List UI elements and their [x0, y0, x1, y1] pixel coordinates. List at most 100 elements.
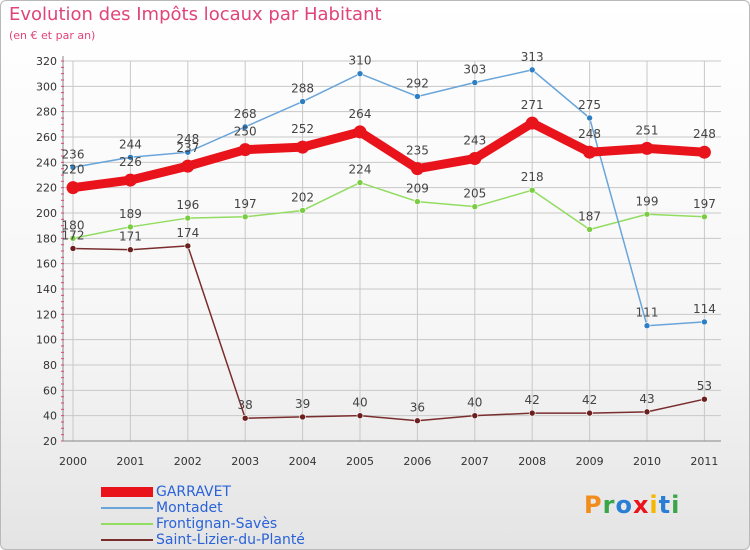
logo-letter: r [602, 491, 616, 519]
data-label-2-2010: 199 [636, 194, 659, 208]
data-point-1-2009 [586, 114, 593, 122]
y-tick-label: 60 [43, 384, 57, 397]
data-point-0-2001 [123, 173, 137, 187]
data-point-0-2008 [525, 116, 539, 130]
x-tick-label: 2011 [690, 455, 718, 468]
data-label-2-2007: 205 [463, 187, 486, 201]
x-tick-label: 2000 [59, 455, 87, 468]
series-line-0 [68, 118, 709, 193]
x-tick-label: 2010 [633, 455, 661, 468]
data-label-3-2003: 38 [238, 398, 253, 412]
data-label-2-2009: 187 [578, 209, 601, 223]
grid-lines [63, 60, 721, 442]
legend-label-saint-lizier: Saint-Lizier-du-Planté [156, 532, 305, 548]
y-tick-label: 20 [43, 435, 57, 448]
data-point-2-2006 [414, 198, 421, 205]
x-tick-label: 2003 [231, 455, 259, 468]
data-labels: 220 226 237 250 252 264 235 243 271 248 251 248 236 2… [62, 50, 716, 415]
legend-label-frontignan: Frontignan-Savès [156, 516, 278, 532]
series-lines [66, 66, 711, 425]
legend-item-frontignan: Frontignan-Savès [101, 516, 361, 532]
data-point-1-2006 [414, 93, 421, 100]
data-point-3-2007 [471, 412, 479, 419]
data-point-3-2006 [414, 417, 421, 425]
series-line-1 [72, 69, 706, 327]
proxiti-logo: Proxiti [584, 491, 680, 519]
data-label-0-2007: 243 [463, 134, 486, 148]
data-point-1-2003 [241, 123, 249, 131]
data-label-1-2001: 244 [119, 137, 142, 151]
y-tick-label: 180 [36, 232, 57, 245]
x-tick-label: 2005 [346, 455, 374, 468]
y-tick-label: 140 [36, 283, 57, 296]
data-label-3-2005: 40 [352, 396, 367, 410]
x-tick-label: 2002 [174, 455, 202, 468]
chart-subtitle: (en € et par an) [9, 29, 96, 42]
legend-swatch-frontignan [101, 523, 153, 525]
series-line-3 [72, 245, 706, 422]
data-label-2-2003: 197 [234, 197, 257, 211]
data-point-0-2004 [296, 140, 310, 154]
chart-title: Evolution des Impôts locaux par Habitant [9, 4, 382, 25]
y-tick-label: 160 [36, 258, 57, 271]
y-tick-label: 40 [43, 410, 57, 423]
legend-item-montadet: Montadet [101, 500, 361, 516]
y-tick-label: 320 [36, 55, 57, 68]
data-point-0-2003 [238, 143, 252, 157]
y-tick-label: 120 [36, 308, 57, 321]
data-label-3-2008: 42 [525, 393, 540, 407]
data-label-3-2006: 36 [410, 401, 425, 415]
data-point-2-2002 [184, 214, 192, 222]
data-point-2-2010 [643, 210, 651, 218]
data-label-1-2006: 292 [406, 76, 429, 90]
logo-letter: o [615, 491, 633, 519]
data-label-2-2000: 180 [62, 218, 85, 232]
x-tick-label: 2007 [461, 455, 489, 468]
series-line-2 [72, 181, 706, 240]
x-tick-label: 2004 [289, 455, 317, 468]
data-label-2-2002: 196 [176, 198, 199, 212]
data-point-2-2003 [241, 213, 249, 221]
data-label-1-2009: 275 [578, 98, 601, 112]
legend: GARRAVET Montadet Frontignan-Savès Saint… [101, 484, 361, 548]
data-point-0-2009 [583, 145, 597, 159]
data-label-1-2000: 236 [62, 147, 85, 161]
data-point-2-2008 [528, 186, 536, 194]
data-label-0-2002: 237 [176, 141, 199, 155]
x-tick-label: 2006 [403, 455, 431, 468]
data-point-1-2002 [184, 148, 192, 156]
data-point-3-2001 [127, 246, 134, 254]
logo-letter: i [671, 491, 681, 519]
data-point-0-2002 [181, 159, 195, 173]
legend-item-saint-lizier: Saint-Lizier-du-Planté [101, 532, 361, 548]
legend-swatch-montadet [101, 507, 153, 509]
data-point-3-2008 [528, 409, 536, 417]
data-point-2-2005 [356, 179, 364, 186]
data-label-3-2007: 40 [467, 396, 482, 410]
data-label-3-2010: 43 [639, 392, 654, 406]
data-label-2-2004: 202 [291, 190, 314, 204]
data-label-0-2003: 250 [234, 125, 257, 139]
legend-label-garravet: GARRAVET [156, 484, 231, 500]
y-tick-label: 260 [36, 131, 57, 144]
data-point-1-2011 [701, 318, 708, 326]
data-point-2-2004 [299, 207, 306, 214]
data-point-0-2007 [468, 152, 482, 166]
data-label-2-2001: 189 [119, 207, 142, 221]
legend-item-garravet: GARRAVET [101, 484, 361, 500]
data-label-1-2008: 313 [521, 50, 544, 64]
data-label-0-2008: 271 [521, 98, 544, 112]
y-tick-label: 100 [36, 334, 57, 347]
data-point-3-2004 [299, 413, 306, 421]
data-label-0-2009: 248 [578, 127, 601, 141]
data-label-0-2006: 235 [406, 144, 429, 158]
legend-swatch-saint-lizier [101, 539, 153, 541]
y-tick-label: 240 [36, 156, 57, 169]
logo-letter: P [584, 491, 603, 519]
data-label-2-2006: 209 [406, 182, 429, 196]
y-tick-label: 200 [36, 207, 57, 220]
data-label-1-2005: 310 [349, 54, 372, 68]
data-point-1-2010 [643, 322, 651, 330]
data-label-0-2011: 248 [693, 127, 716, 141]
x-tick-label: 2009 [576, 455, 604, 468]
